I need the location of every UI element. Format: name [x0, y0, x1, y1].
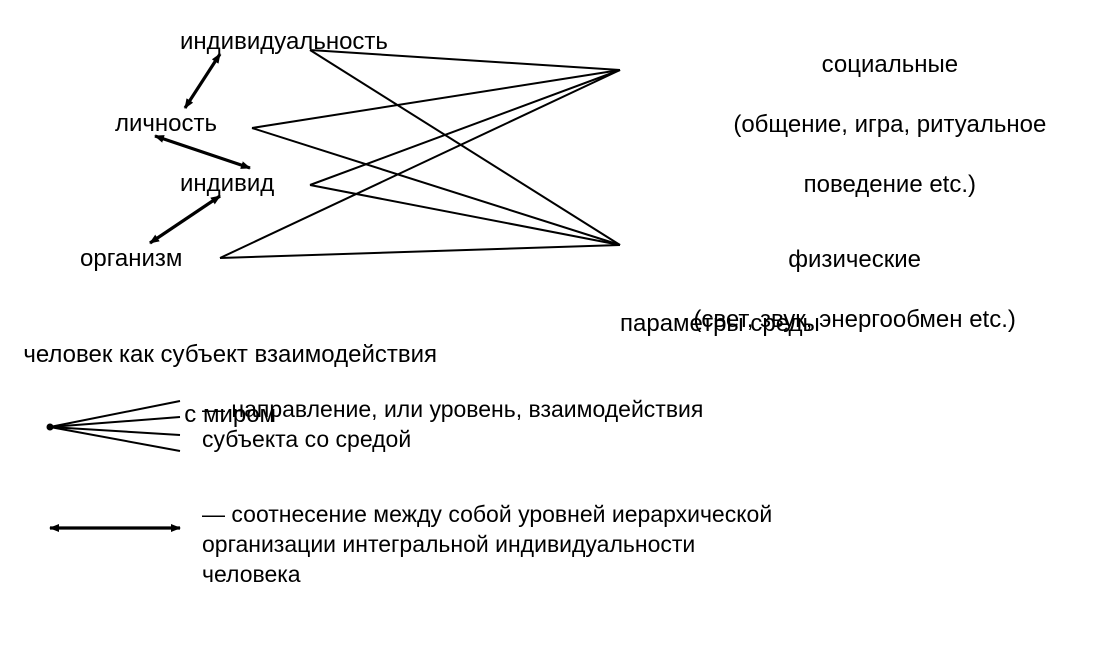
- node-social-line2: (общение, игра, ритуальное: [733, 111, 1046, 138]
- legend-text2: соотнесение между собой уровней иерархич…: [202, 501, 772, 587]
- legend-text1: направление, или уровень, взаимодействия…: [202, 396, 703, 452]
- legend-row2-text: — соотнесение между собой уровней иерарх…: [202, 500, 772, 590]
- caption-left-line1: человек как субъект взаимодействия: [23, 341, 437, 368]
- diagram-root: { "canvas": { "w": 1101, "h": 645, "back…: [0, 0, 1101, 645]
- legend-fan-icon: [40, 395, 190, 455]
- legend-row-bidir: — соотнесение между собой уровней иерарх…: [40, 500, 772, 590]
- legend-dash1: —: [202, 396, 225, 422]
- legend-row1-text: — направление, или уровень, взаимодейств…: [202, 395, 703, 455]
- caption-right: параметры среды: [620, 310, 820, 338]
- node-social: социальные (общение, игра, ритуальное по…: [720, 20, 1046, 200]
- node-individ: индивид: [180, 170, 274, 198]
- node-social-line1: социальные: [822, 51, 958, 78]
- node-individualnost: индивидуальность: [180, 28, 388, 56]
- node-lichnost: личность: [115, 110, 217, 138]
- node-organizm: организм: [80, 245, 182, 273]
- node-social-line3: поведение etc.): [804, 171, 976, 198]
- legend-bidir-icon: [40, 500, 190, 560]
- legend-dash2: —: [202, 501, 225, 527]
- legend-row-fan: — направление, или уровень, взаимодейств…: [40, 395, 703, 455]
- node-physical-line1: физические: [788, 246, 921, 273]
